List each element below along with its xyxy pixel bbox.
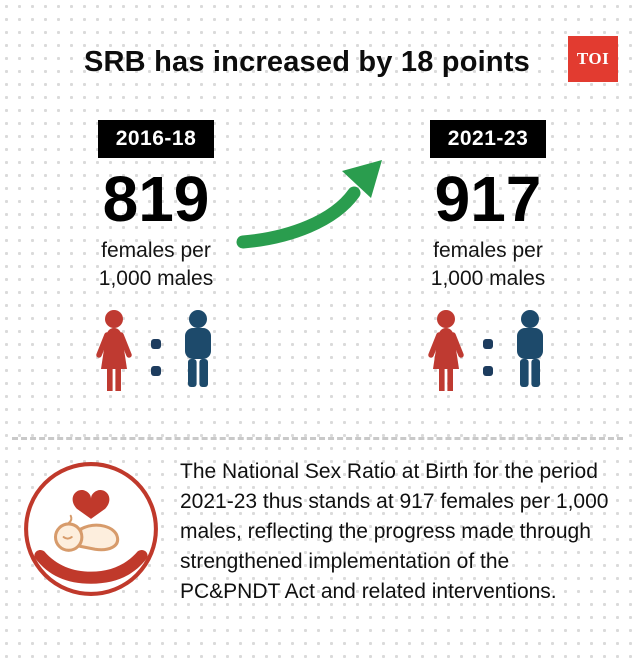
panel-2016-18: 2016-18 819 females per 1,000 males: [76, 120, 236, 403]
srb-value: 917: [434, 163, 542, 235]
caption-line: 1,000 males: [98, 266, 214, 290]
dashed-divider: [12, 437, 623, 440]
gender-figures: [92, 309, 220, 403]
value-caption: females per 1,000 males: [99, 237, 213, 292]
caption-line: 1,000 males: [430, 266, 546, 290]
female-icon: [96, 309, 132, 391]
summary-paragraph: The National Sex Ratio at Birth for the …: [180, 460, 609, 604]
period-badge: 2016-18: [97, 120, 215, 158]
baby-in-hands-icon: [24, 462, 158, 596]
srb-value: 819: [102, 163, 210, 235]
page-title: SRB has increased by 18 points: [84, 46, 530, 78]
male-icon: [185, 309, 211, 387]
value-caption: females per 1,000 males: [431, 237, 545, 292]
female-icon: [428, 309, 464, 391]
gender-figures: [424, 309, 552, 403]
panel-2021-23: 2021-23 917 females per 1,000 males: [408, 120, 568, 403]
caption-line: females per: [101, 239, 211, 263]
toi-logo: TOI: [568, 36, 618, 82]
period-badge: 2021-23: [429, 120, 547, 158]
ratio-colon: [483, 338, 493, 376]
caption-line: females per: [433, 239, 543, 263]
growth-arrow-icon: [236, 160, 382, 249]
male-icon: [517, 309, 543, 387]
ratio-colon: [151, 338, 161, 376]
